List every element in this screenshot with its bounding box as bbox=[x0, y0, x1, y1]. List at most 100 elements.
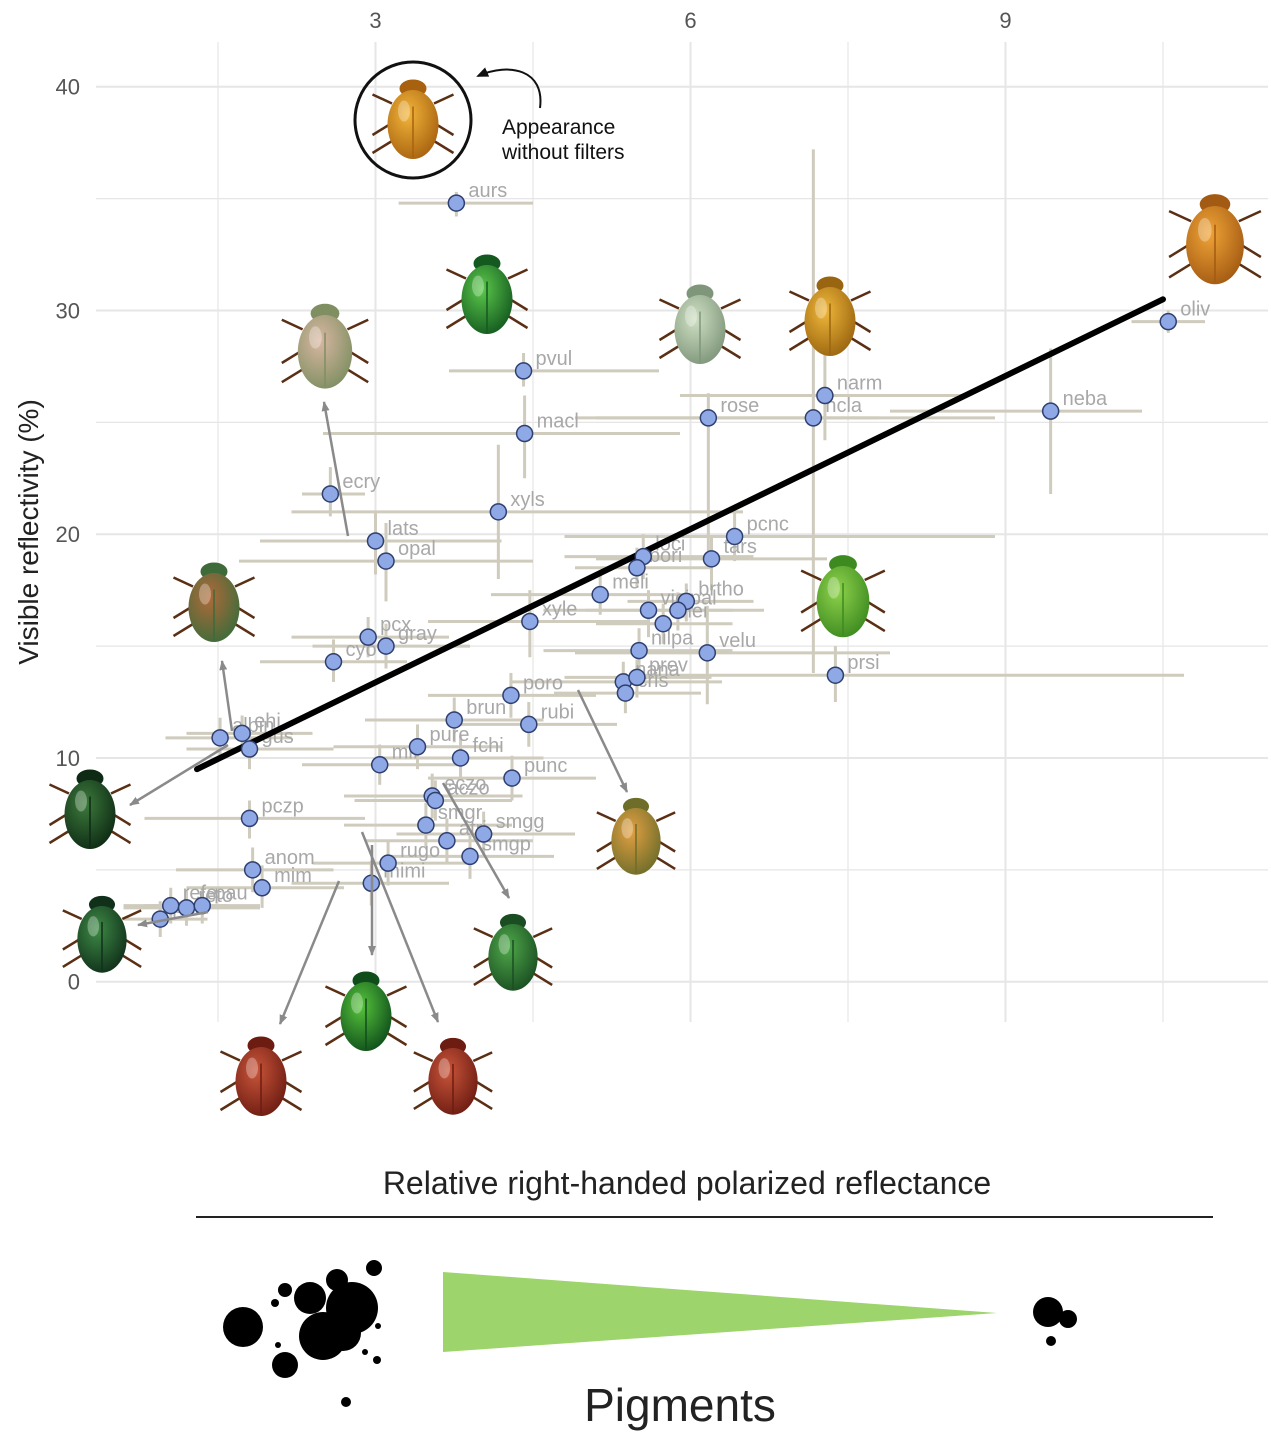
smgr-beetle bbox=[324, 971, 408, 1051]
beetle-leg bbox=[532, 927, 553, 939]
beetle-leg bbox=[720, 298, 742, 310]
beetle-leg bbox=[658, 298, 680, 310]
pigment-blobs-large bbox=[223, 1260, 382, 1407]
point-label: brun bbox=[466, 697, 506, 719]
beetle-leg bbox=[433, 93, 455, 105]
pigment-wedge bbox=[443, 1272, 997, 1352]
beetle-leg bbox=[800, 569, 822, 582]
data-point bbox=[725, 527, 744, 546]
beetle-leg bbox=[596, 811, 617, 823]
beetle-images bbox=[48, 79, 1262, 1116]
point-label: xyle bbox=[542, 598, 578, 620]
beetle-leg bbox=[532, 972, 553, 986]
beetle-leg bbox=[121, 909, 142, 921]
beetle-leg bbox=[234, 622, 256, 638]
y-tick-label: 30 bbox=[56, 298, 80, 323]
point-label: fchi bbox=[473, 735, 504, 757]
beetle-leg bbox=[172, 622, 194, 638]
data-point bbox=[240, 809, 259, 828]
y-tick-label: 40 bbox=[56, 75, 80, 100]
beetle-leg bbox=[386, 985, 408, 997]
annotation-line-2: without filters bbox=[501, 141, 625, 164]
point-label: neba bbox=[1063, 388, 1108, 410]
annotation: Appearance without filters bbox=[353, 60, 625, 180]
data-point bbox=[445, 711, 463, 729]
beetle-arrow bbox=[137, 910, 209, 928]
data-point bbox=[447, 194, 466, 212]
beetle-leg bbox=[110, 829, 132, 845]
beetle-highlight bbox=[87, 916, 100, 937]
beetle-leg bbox=[324, 1031, 346, 1047]
point-label: narm bbox=[837, 373, 883, 395]
annotation-circle bbox=[353, 60, 473, 180]
data-point bbox=[503, 769, 521, 787]
pigment-legend-title: Pigments bbox=[584, 1379, 776, 1431]
data-point bbox=[520, 715, 538, 734]
point-label: pure bbox=[430, 724, 470, 746]
beetle-arrow bbox=[129, 743, 229, 807]
mimi-beetle bbox=[219, 1036, 303, 1116]
beetle-highlight bbox=[621, 818, 634, 839]
point-label: rose bbox=[720, 395, 759, 417]
data-point bbox=[366, 532, 385, 550]
beetle-leg bbox=[655, 856, 676, 870]
y-tick-label: 20 bbox=[56, 522, 80, 547]
beetle-leg bbox=[433, 139, 455, 155]
beetle-leg bbox=[346, 368, 369, 384]
y-axis-title: Visible reflectivity (%) bbox=[13, 399, 44, 665]
x-tick-label: 3 bbox=[369, 8, 381, 33]
beetle-arrow bbox=[360, 831, 440, 1023]
pigment-blobs-small bbox=[1033, 1297, 1077, 1346]
beetle-leg bbox=[445, 268, 467, 280]
point-label: pal bbox=[690, 587, 717, 609]
trend-line bbox=[194, 296, 1166, 773]
data-point bbox=[377, 637, 395, 655]
point-label: pau bbox=[214, 883, 247, 905]
point-label: opal bbox=[398, 538, 436, 560]
x-tick-label: 9 bbox=[999, 8, 1011, 33]
point-label: smgg bbox=[496, 811, 545, 833]
lats-beetle bbox=[281, 303, 369, 389]
beetle-leg bbox=[386, 1031, 408, 1047]
data-point bbox=[702, 550, 721, 568]
point-label: ehi bbox=[254, 710, 281, 732]
narm-beetle bbox=[788, 276, 872, 356]
beetle-leg bbox=[473, 972, 494, 986]
beetle-arrow bbox=[441, 782, 511, 899]
point-label: pcnc bbox=[747, 513, 789, 535]
beetle-leg bbox=[850, 336, 872, 352]
beetle-leg bbox=[507, 268, 529, 280]
data-point bbox=[616, 684, 635, 702]
beetle-leg bbox=[234, 576, 256, 588]
point-label: gray bbox=[398, 623, 437, 645]
beetle-leg bbox=[110, 783, 132, 795]
beetle-leg bbox=[472, 1051, 493, 1063]
point-label: loci bbox=[655, 534, 685, 556]
beetle-leg bbox=[324, 985, 346, 997]
point-label: anom bbox=[265, 847, 315, 869]
data-point bbox=[521, 612, 539, 631]
beetle-leg bbox=[720, 344, 742, 360]
data-point bbox=[1159, 312, 1177, 331]
aurs-beetle bbox=[371, 79, 455, 159]
data-point bbox=[370, 755, 389, 774]
beetle-leg bbox=[864, 569, 886, 582]
point-label: ncla bbox=[825, 395, 863, 417]
data-point bbox=[438, 832, 456, 850]
rugo-beetle bbox=[413, 1037, 493, 1115]
point-label: brtho bbox=[698, 578, 744, 600]
x-axis-title: Relative right-handed polarized reflecta… bbox=[383, 1165, 991, 1201]
beetle-leg bbox=[121, 954, 142, 968]
point-label: rugo bbox=[400, 840, 440, 862]
beetle-arrow bbox=[576, 689, 629, 793]
x-tick-labels: 3 6 9 bbox=[369, 8, 1011, 33]
data-point bbox=[489, 503, 508, 521]
data-point bbox=[669, 601, 687, 620]
beetle-leg bbox=[172, 576, 194, 588]
beetle-highlight bbox=[75, 790, 87, 812]
point-label: nilpa bbox=[651, 628, 694, 650]
beetle-leg bbox=[62, 954, 83, 968]
beetle-arrow bbox=[219, 660, 234, 732]
beetle-leg bbox=[346, 318, 369, 331]
beetle-highlight bbox=[472, 275, 484, 297]
